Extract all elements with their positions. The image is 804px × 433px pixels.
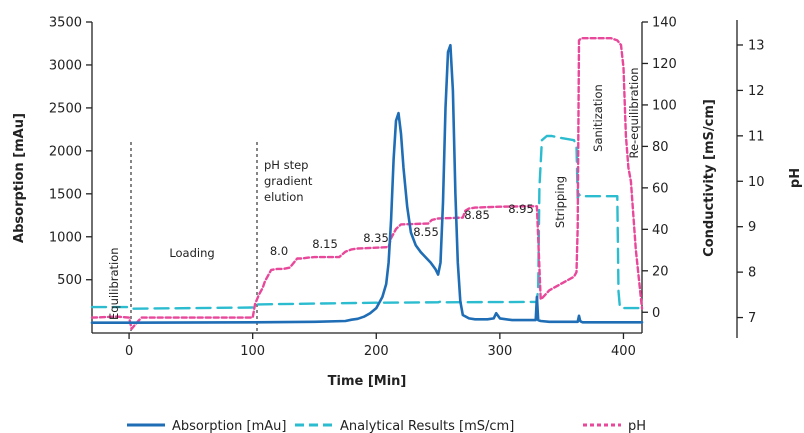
conductivity-tick-label-60: 60 bbox=[652, 181, 669, 196]
left-tick-label-2500: 2500 bbox=[49, 101, 82, 116]
ph-tick-label-11: 11 bbox=[748, 129, 765, 144]
conductivity-line bbox=[90, 134, 644, 310]
legend: Absorption [mAu] Analytical Results [mS/… bbox=[127, 419, 646, 433]
left-tick-label-2000: 2000 bbox=[49, 144, 82, 159]
legend-ph-label: pH bbox=[628, 419, 646, 433]
conductivity-axis-ticks: 0 20 40 60 80 100 120 140 bbox=[642, 16, 677, 321]
x-axis-title: Time [Min] bbox=[328, 374, 407, 389]
conductivity-tick-label-20: 20 bbox=[652, 264, 669, 279]
ph-tick-label-8: 8 bbox=[748, 266, 756, 281]
conductivity-tick-label-80: 80 bbox=[652, 140, 669, 155]
x-tick-label-100: 100 bbox=[240, 344, 265, 359]
conductivity-tick-label-140: 140 bbox=[652, 16, 677, 31]
annotation-ph-step-3: elution bbox=[264, 190, 304, 204]
left-tick-label-3500: 3500 bbox=[49, 16, 82, 31]
x-tick-label-400: 400 bbox=[611, 344, 636, 359]
ph-tick-label-10: 10 bbox=[748, 175, 765, 190]
annotation-equilibration: Equilibration bbox=[107, 247, 121, 320]
annotation-ph-step-1: pH step bbox=[264, 158, 308, 172]
ph-tick-label-7: 7 bbox=[748, 311, 756, 326]
axes bbox=[91, 20, 738, 338]
x-axis-ticks: 0 100 200 300 400 bbox=[125, 333, 636, 359]
annotation-re-equilibration: Re-equilibration bbox=[627, 67, 641, 158]
ph-tick-label-9: 9 bbox=[748, 220, 756, 235]
conductivity-axis-title: Conductivity [mS/cm] bbox=[702, 99, 717, 257]
legend-conductivity-label: Analytical Results [mS/cm] bbox=[340, 419, 514, 433]
ph-axis-ticks: 7 8 9 10 11 12 13 bbox=[737, 38, 765, 326]
conductivity-tick-label-0: 0 bbox=[652, 306, 660, 321]
ph-tick-label-13: 13 bbox=[748, 38, 765, 53]
left-tick-label-1000: 1000 bbox=[49, 230, 82, 245]
conductivity-tick-label-100: 100 bbox=[652, 98, 677, 113]
annotation-loading: Loading bbox=[169, 246, 214, 260]
conductivity-tick-label-120: 120 bbox=[652, 57, 677, 72]
annotation-ph-8-15: 8.15 bbox=[312, 237, 338, 251]
x-tick-label-300: 300 bbox=[487, 344, 512, 359]
phase-separators bbox=[130, 142, 258, 333]
annotation-stripping: Stripping bbox=[553, 176, 567, 228]
annotations: Equilibration Loading pH step gradient e… bbox=[107, 67, 641, 320]
ph-axis-title: pH bbox=[788, 168, 803, 188]
ph-line bbox=[90, 37, 644, 331]
absorption-line bbox=[90, 43, 644, 325]
annotation-ph-8-0: 8.0 bbox=[270, 244, 288, 258]
x-tick-label-0: 0 bbox=[125, 344, 133, 359]
annotation-ph-8-95: 8.95 bbox=[508, 202, 534, 216]
annotation-ph-8-35: 8.35 bbox=[363, 231, 389, 245]
left-tick-label-1500: 1500 bbox=[49, 187, 82, 202]
annotation-ph-step-2: gradient bbox=[264, 174, 313, 188]
annotation-sanitization: Sanitization bbox=[591, 84, 605, 152]
ph-tick-label-12: 12 bbox=[748, 84, 765, 99]
annotation-ph-8-55: 8.55 bbox=[413, 225, 439, 239]
left-tick-label-3000: 3000 bbox=[49, 58, 82, 73]
annotation-ph-8-85: 8.85 bbox=[464, 208, 490, 222]
left-tick-label-500: 500 bbox=[57, 273, 82, 288]
conductivity-tick-label-40: 40 bbox=[652, 223, 669, 238]
left-axis-title: Absorption [mAu] bbox=[12, 113, 27, 243]
left-axis-ticks: 500 1000 1500 2000 2500 3000 3500 bbox=[49, 16, 92, 288]
series-layer bbox=[90, 37, 644, 331]
legend-absorption-label: Absorption [mAu] bbox=[172, 419, 286, 433]
x-tick-label-200: 200 bbox=[364, 344, 389, 359]
